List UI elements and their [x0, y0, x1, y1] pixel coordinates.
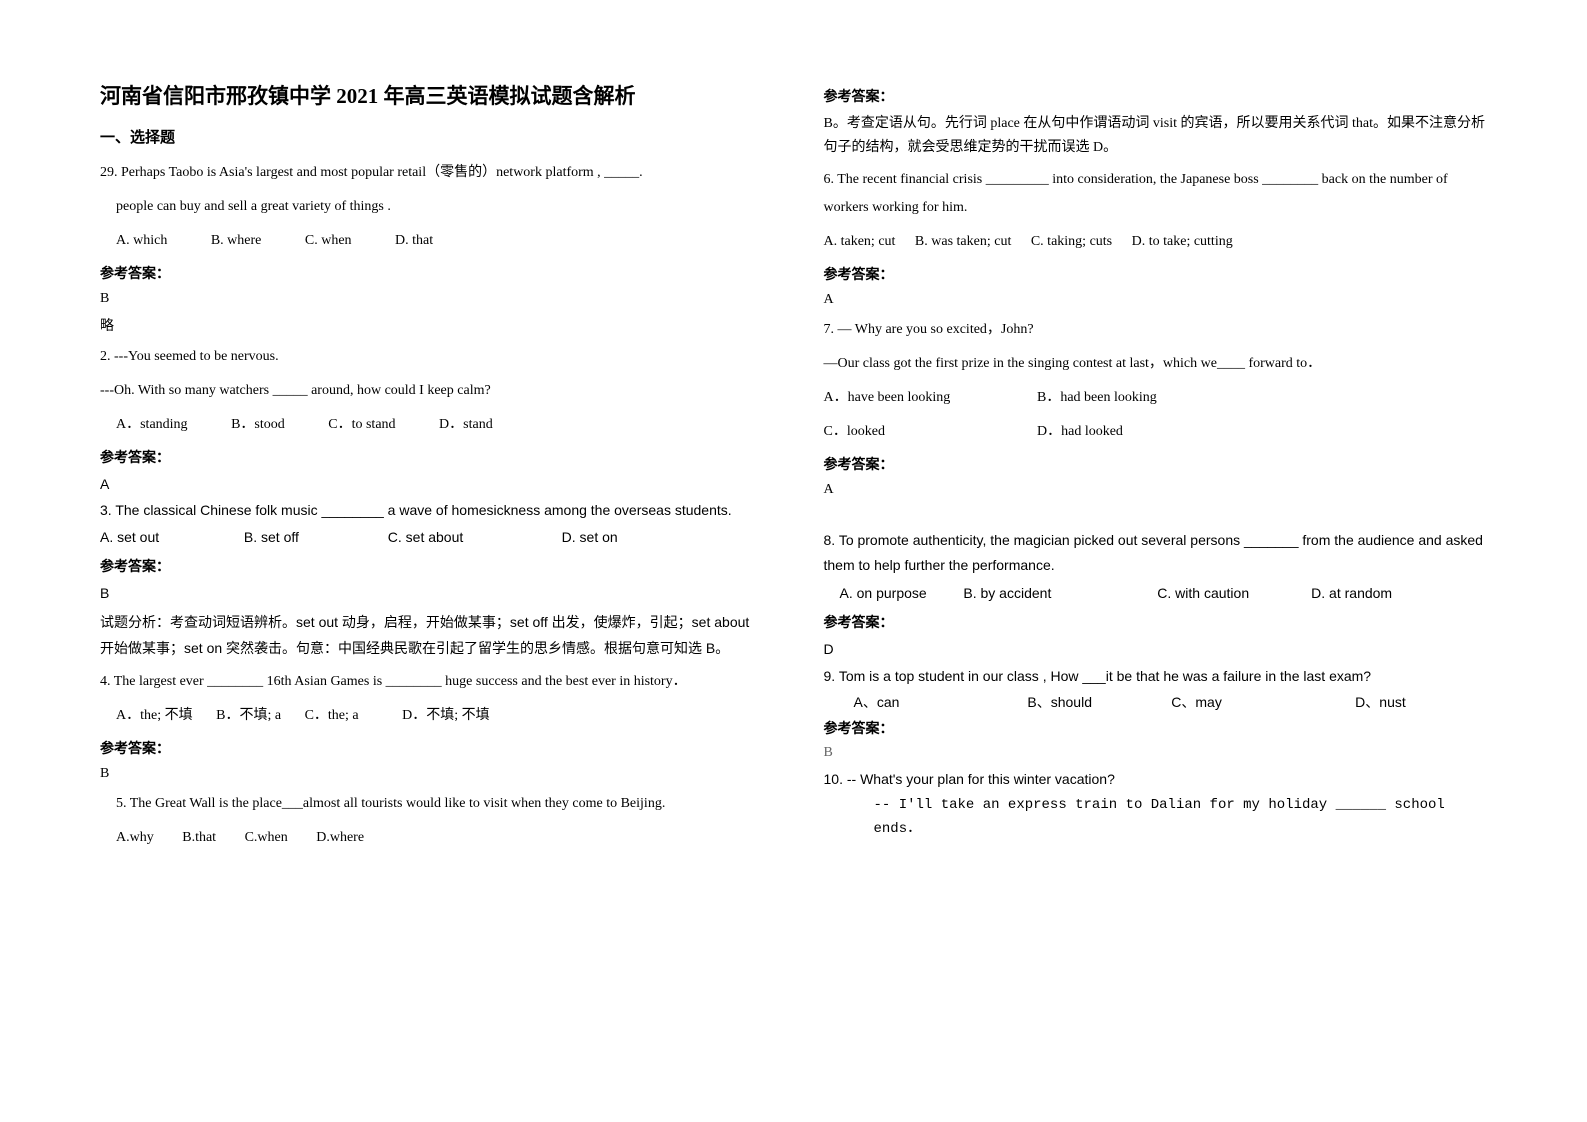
q29-optC: C. when: [305, 227, 352, 255]
q2-options: A．standing B．stood C．to stand D．stand: [116, 411, 764, 439]
q3-options: A. set out B. set off C. set about D. se…: [100, 526, 764, 548]
q8-optA: A. on purpose: [840, 582, 960, 604]
q9-optD: D、nust: [1355, 694, 1406, 710]
q6-optB: B. was taken; cut: [915, 234, 1011, 249]
q4-text: 4. The largest ever ________ 16th Asian …: [100, 668, 764, 696]
q29-note: 略: [100, 315, 764, 335]
q2-answer: A: [100, 473, 764, 495]
q29-options: A. which B. where C. when D. that: [116, 227, 764, 255]
q3-explain: 试题分析：考查动词短语辨析。set out 动身，启程，开始做某事；set of…: [100, 609, 764, 662]
q5-optB: B.that: [182, 824, 216, 852]
q5r-answer-label: 参考答案：: [824, 86, 1488, 106]
q8-optD: D. at random: [1311, 585, 1392, 601]
q2-answer-label: 参考答案：: [100, 447, 764, 467]
q5-optA: A.why: [116, 824, 154, 852]
q9-optC: C、may: [1171, 691, 1351, 713]
q3-optB: B. set off: [244, 526, 384, 548]
q4-optC: C．the; a: [305, 702, 359, 730]
q3-optA: A. set out: [100, 526, 240, 548]
q5r-explain: B。考查定语从句。先行词 place 在从句中作谓语动词 visit 的宾语，所…: [824, 112, 1488, 160]
q7-optD: D．had looked: [1037, 424, 1123, 439]
q4-answer-label: 参考答案：: [100, 738, 764, 758]
q4-answer: B: [100, 766, 764, 782]
q7-options-row1: A．have been looking B．had been looking: [824, 384, 1488, 412]
q6-answer: A: [824, 292, 1488, 308]
page-title: 河南省信阳市邢孜镇中学 2021 年高三英语模拟试题含解析: [100, 80, 764, 110]
q2-optC: C．to stand: [328, 411, 395, 439]
q6-text: 6. The recent financial crisis _________…: [824, 166, 1488, 222]
q8-answer: D: [824, 638, 1488, 660]
q4-optB: B．不填; a: [216, 702, 281, 730]
q2-optB: B．stood: [231, 411, 285, 439]
q7-line1: 7. — Why are you so excited，John?: [824, 316, 1488, 344]
q3-optD: D. set on: [562, 526, 618, 548]
q4-optD: D．不填; 不填: [402, 702, 490, 730]
q7-optA: A．have been looking: [824, 384, 1034, 412]
q3-answer: B: [100, 582, 764, 604]
q8-optC: C. with caution: [1157, 582, 1307, 604]
q6-optD: D. to take; cutting: [1132, 234, 1233, 249]
q8-text: 8. To promote authenticity, the magician…: [824, 528, 1488, 578]
q2-line1: 2. ---You seemed to be nervous.: [100, 343, 764, 371]
q10-line1: 10. -- What's your plan for this winter …: [824, 768, 1488, 790]
q7-answer: A: [824, 482, 1488, 498]
q29-optB: B. where: [211, 227, 262, 255]
q9-answer-label: 参考答案：: [824, 718, 1488, 738]
q9-answer: B: [824, 742, 1488, 764]
q8-options: A. on purpose B. by accident C. with cau…: [840, 582, 1488, 604]
q5-text: 5. The Great Wall is the place___almost …: [116, 790, 764, 818]
q3-text: 3. The classical Chinese folk music ____…: [100, 499, 764, 521]
q6-optA: A. taken; cut: [824, 234, 896, 249]
q7-optB: B．had been looking: [1037, 390, 1157, 405]
q29-answer: B: [100, 291, 764, 307]
q29-text: 29. Perhaps Taobo is Asia's largest and …: [100, 159, 764, 187]
q6-options: A. taken; cut B. was taken; cut C. takin…: [824, 228, 1488, 256]
q8-optB: B. by accident: [963, 582, 1153, 604]
q29-optD: D. that: [395, 227, 433, 255]
q5-optD: D.where: [316, 824, 364, 852]
q7-options-row2: C．looked D．had looked: [824, 418, 1488, 446]
q5-optC: C.when: [245, 824, 288, 852]
q3-optC: C. set about: [388, 526, 558, 548]
section-heading: 一、选择题: [100, 126, 764, 147]
q2-optA: A．standing: [116, 411, 188, 439]
q4-optA: A．the; 不填: [116, 702, 193, 730]
q29-answer-label: 参考答案：: [100, 263, 764, 283]
q9-text: 9. Tom is a top student in our class , H…: [824, 665, 1488, 687]
q10-line2: -- I'll take an express train to Dalian …: [874, 794, 1488, 842]
q7-line2: —Our class got the first prize in the si…: [824, 350, 1488, 378]
q3-answer-label: 参考答案：: [100, 556, 764, 576]
q9-optB: B、should: [1027, 691, 1167, 713]
q5-options: A.why B.that C.when D.where: [116, 824, 764, 852]
q9-optA: A、can: [854, 691, 1024, 713]
q2-line2: ---Oh. With so many watchers _____ aroun…: [100, 377, 764, 405]
q8-answer-label: 参考答案：: [824, 612, 1488, 632]
q29-text2: people can buy and sell a great variety …: [116, 193, 764, 221]
q6-answer-label: 参考答案：: [824, 264, 1488, 284]
q2-optD: D．stand: [439, 411, 493, 439]
q4-options: A．the; 不填 B．不填; a C．the; a D．不填; 不填: [116, 702, 764, 730]
q29-optA: A. which: [116, 227, 167, 255]
q6-optC: C. taking; cuts: [1031, 234, 1112, 249]
q9-options: A、can B、should C、may D、nust: [854, 691, 1488, 713]
q7-optC: C．looked: [824, 418, 1034, 446]
q7-answer-label: 参考答案：: [824, 454, 1488, 474]
